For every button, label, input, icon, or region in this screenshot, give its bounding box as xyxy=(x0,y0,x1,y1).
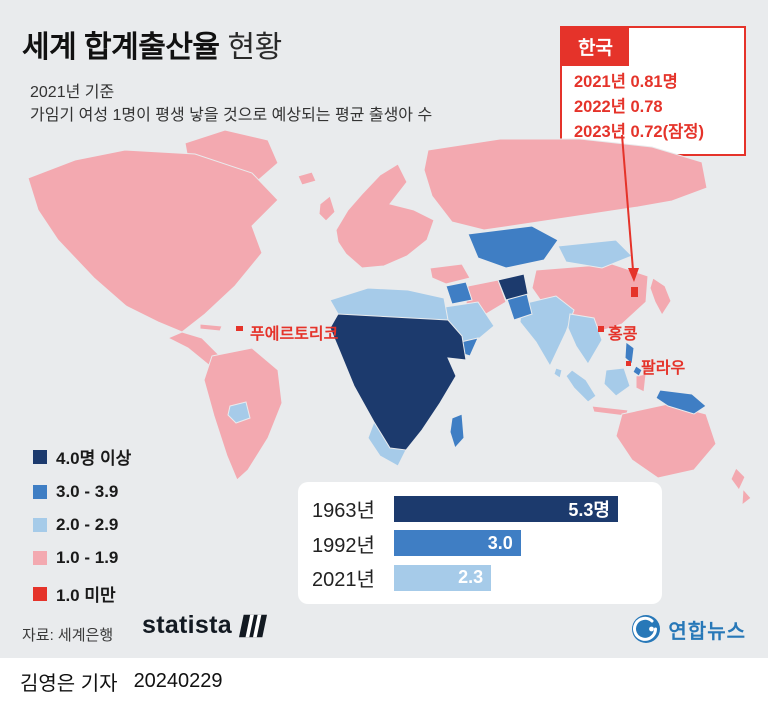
korea-2021-value: 2021년 0.81명 xyxy=(574,73,678,91)
region-new-guinea xyxy=(655,389,707,415)
region-philippines xyxy=(624,341,643,377)
reporter-byline: 김영은 기자 xyxy=(20,673,118,695)
legend-item: 1.0 미만 xyxy=(33,581,131,606)
subtitle-definition: 가임기 여성 1명이 평생 낳을 것으로 예상되는 평균 출생아 수 xyxy=(30,107,433,124)
callout-pointer-arrow xyxy=(628,268,639,282)
data-source-label: 자료: 세계은행 xyxy=(22,627,114,644)
region-palau xyxy=(626,361,631,366)
legend-label: 3.0 - 3.9 xyxy=(56,482,119,501)
legend-swatch-lightblue xyxy=(33,518,47,532)
chart-category-label: 1992년 xyxy=(312,534,375,557)
korea-callout-body: 2021년 0.81명 2022년 0.78 2023년 0.72(잠정) xyxy=(562,66,744,154)
chart-row: 1963년 5.3명 xyxy=(312,495,648,522)
chart-row: 1992년 3.0 xyxy=(312,530,648,557)
legend-item: 1.0 - 1.9 xyxy=(33,548,131,568)
korea-2023-value: 2023년 0.72(잠정) xyxy=(574,122,704,141)
legend-swatch-pink xyxy=(33,551,47,565)
legend-swatch-blue xyxy=(33,485,47,499)
chart-bar-1992: 3.0 xyxy=(394,530,521,556)
korea-callout-title: 한국 xyxy=(562,28,629,66)
legend-swatch-red xyxy=(33,586,47,601)
region-south-korea xyxy=(631,287,638,297)
chart-value-label: 5.3명 xyxy=(568,499,610,520)
legend-label: 4.0명 이상 xyxy=(56,449,132,468)
region-uk xyxy=(318,195,336,222)
region-turkey xyxy=(429,263,471,285)
region-hong-kong xyxy=(598,326,604,332)
chart-value-label: 3.0 xyxy=(487,532,513,553)
chart-bar-2021: 2.3 xyxy=(394,564,492,591)
legend-swatch-navy xyxy=(33,449,47,464)
region-iceland xyxy=(297,171,317,186)
world-map xyxy=(27,129,752,507)
region-japan xyxy=(649,277,672,316)
statista-logo: statista xyxy=(142,611,267,640)
callout-pointer-line xyxy=(621,134,634,271)
region-borneo xyxy=(603,367,631,397)
legend-item: 2.0 - 2.9 xyxy=(33,515,131,535)
chart-track: 3.0 xyxy=(394,530,618,556)
page-title: 세계 합계출산율 현황 xyxy=(22,22,282,66)
chart-category-label: 2021년 xyxy=(312,569,375,591)
yonhap-logo: 연합뉴스 xyxy=(631,614,746,644)
region-sumatra xyxy=(565,369,597,403)
chart-value-label: 2.3 xyxy=(458,567,484,587)
korea-2022-value: 2022년 0.78 xyxy=(574,97,663,116)
region-india xyxy=(519,295,575,368)
statista-wordmark: statista xyxy=(142,611,232,639)
region-north-america xyxy=(27,149,279,333)
footer: 김영은 기자 20240229 xyxy=(0,658,768,705)
legend-label: 1.0 미만 xyxy=(56,586,116,605)
legend-label: 2.0 - 2.9 xyxy=(56,515,119,534)
region-afghanistan xyxy=(497,273,529,301)
region-australia xyxy=(615,403,717,479)
chart-track: 2.3 xyxy=(394,564,618,591)
region-mongolia xyxy=(557,239,633,269)
legend-label: 1.0 - 1.9 xyxy=(56,548,119,567)
region-iraq xyxy=(445,281,473,305)
region-sri-lanka xyxy=(553,367,563,379)
korea-callout: 한국 2021년 0.81명 2022년 0.78 2023년 0.72(잠정) xyxy=(560,26,746,157)
region-new-zealand xyxy=(730,467,752,507)
title-light: 현황 xyxy=(227,31,283,64)
region-russia xyxy=(423,138,708,231)
yonhap-wordmark: 연합뉴스 xyxy=(668,620,746,643)
map-label-puerto-rico: 푸에르토리코 xyxy=(250,326,339,343)
region-southeast-asia-peninsula xyxy=(567,313,603,365)
chart-row: 2021년 2.3 xyxy=(312,564,648,591)
publish-date: 20240229 xyxy=(133,670,223,692)
yonhap-logo-icon xyxy=(632,615,661,643)
legend-item: 4.0명 이상 xyxy=(33,444,131,469)
region-central-asia xyxy=(467,225,559,269)
region-sub-saharan-africa xyxy=(329,313,467,451)
region-puerto-rico xyxy=(236,326,243,331)
legend-item: 3.0 - 3.9 xyxy=(33,482,131,502)
chart-track: 5.3명 xyxy=(394,495,618,522)
map-label-hong-kong: 홍콩 xyxy=(608,326,638,343)
region-sulawesi xyxy=(635,373,647,393)
chart-bar-1963: 5.3명 xyxy=(394,495,618,522)
region-europe xyxy=(335,163,435,269)
subtitle-basis: 2021년 기준 xyxy=(30,84,115,101)
statista-logo-icon xyxy=(238,614,267,637)
map-label-palau: 팔라우 xyxy=(641,360,686,377)
region-cuba xyxy=(199,323,223,332)
region-bolivia xyxy=(227,401,251,424)
region-madagascar xyxy=(449,413,465,449)
title-bold: 세계 합계출산율 xyxy=(22,31,220,64)
map-legend: 4.0명 이상 3.0 - 3.9 2.0 - 2.9 1.0 - 1.9 1.… xyxy=(33,444,131,619)
fertility-trend-chart: 1963년 5.3명 1992년 3.0 2021년 2.3 xyxy=(298,482,662,604)
chart-category-label: 1963년 xyxy=(312,500,375,522)
